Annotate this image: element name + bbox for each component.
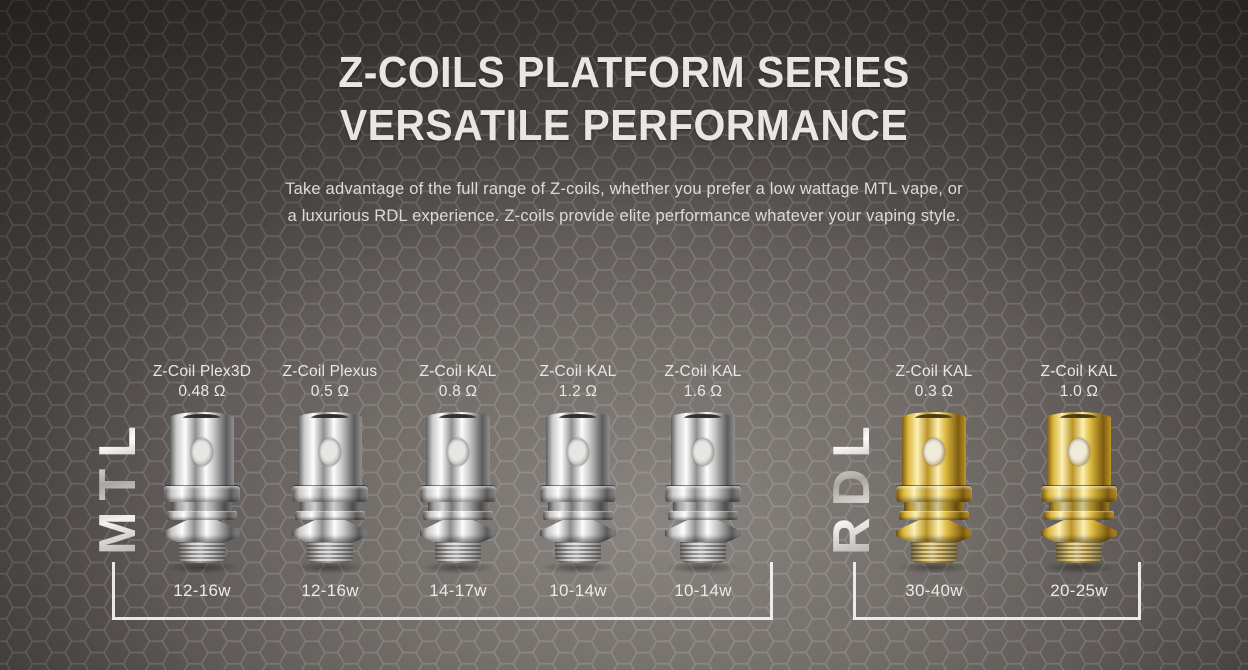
wattage-label: 12-16w <box>173 581 231 600</box>
coil-image-gold <box>894 412 974 574</box>
coil-collar-ring <box>164 486 240 502</box>
rdl-wattage-bracket <box>853 562 1141 620</box>
coil-resistance: 0.5 Ω <box>310 383 350 400</box>
coil-step <box>172 502 232 511</box>
coil-ring <box>899 511 969 520</box>
coil-airflow-hole <box>923 438 945 466</box>
coil-step <box>300 502 360 511</box>
coil-name: Z-Coil KAL <box>895 363 973 380</box>
coil-column: Z-Coil KAL 0.3 Ω <box>864 362 1004 574</box>
coil-skirt <box>164 520 240 542</box>
coil-step <box>428 502 488 511</box>
wattage-label: 10-14w <box>549 581 607 600</box>
coil-ring <box>295 511 365 520</box>
coil-resistance: 0.8 Ω <box>438 383 478 400</box>
coil-shadow <box>541 561 615 574</box>
coil-threaded-base <box>911 542 957 563</box>
coil-image-silver <box>663 412 743 574</box>
coil-collar-ring <box>420 486 496 502</box>
coil-column: Z-Coil KAL 1.2 Ω <box>508 362 648 574</box>
coil-threaded-base <box>1056 542 1102 563</box>
coil-threaded-base <box>179 542 225 563</box>
coil-collar-ring <box>896 486 972 502</box>
wattage-label: 30-40w <box>905 581 963 600</box>
coil-resistance: 1.6 Ω <box>683 383 723 400</box>
coil-shadow <box>666 561 740 574</box>
coil-column: Z-Coil Plexus 0.5 Ω <box>260 362 400 574</box>
coil-image-gold <box>1039 412 1119 574</box>
coil-skirt <box>665 520 741 542</box>
coil-image-silver <box>290 412 370 574</box>
coil-airflow-hole <box>692 438 714 466</box>
coil-step <box>548 502 608 511</box>
coil-shadow <box>293 561 367 574</box>
coil-collar-ring <box>665 486 741 502</box>
coil-resistance: 1.2 Ω <box>558 383 598 400</box>
coil-ring <box>167 511 237 520</box>
coil-collar-ring <box>1041 486 1117 502</box>
coil-image-silver <box>162 412 242 574</box>
coil-threaded-base <box>307 542 353 563</box>
coil-ring <box>423 511 493 520</box>
page-title-line1: Z-COILS PLATFORM SERIES <box>338 48 910 97</box>
coil-shadow <box>897 561 971 574</box>
coil-name: Z-Coil Plexus <box>282 363 378 380</box>
coil-column: Z-Coil Plex3D 0.48 Ω <box>132 362 272 574</box>
page-title: Z-COILS PLATFORM SERIES VERSATILE PERFOR… <box>44 46 1205 152</box>
coil-ring <box>668 511 738 520</box>
coil-airflow-hole <box>319 438 341 466</box>
coil-collar-ring <box>540 486 616 502</box>
coil-skirt <box>420 520 496 542</box>
coil-column: Z-Coil KAL 1.6 Ω <box>633 362 773 574</box>
coil-name: Z-Coil Plex3D <box>152 363 252 380</box>
coil-airflow-hole <box>447 438 469 466</box>
coil-threaded-base <box>435 542 481 563</box>
coil-resistance: 1.0 Ω <box>1059 383 1099 400</box>
coil-step <box>673 502 733 511</box>
wattage-label: 12-16w <box>301 581 359 600</box>
coil-threaded-base <box>680 542 726 563</box>
wattage-label: 10-14w <box>674 581 732 600</box>
coil-resistance: 0.3 Ω <box>914 383 954 400</box>
page-title-line2: VERSATILE PERFORMANCE <box>339 101 909 150</box>
coil-name: Z-Coil KAL <box>664 363 742 380</box>
coil-step <box>904 502 964 511</box>
coil-airflow-hole <box>1068 438 1090 466</box>
coil-ring <box>1044 511 1114 520</box>
coil-shadow <box>421 561 495 574</box>
coil-ring <box>543 511 613 520</box>
wattage-label: 14-17w <box>429 581 487 600</box>
coil-skirt <box>1041 520 1117 542</box>
coil-skirt <box>540 520 616 542</box>
coil-column: Z-Coil KAL 0.8 Ω <box>388 362 528 574</box>
coil-column: Z-Coil KAL 1.0 Ω <box>1009 362 1149 574</box>
coil-threaded-base <box>555 542 601 563</box>
coil-name: Z-Coil KAL <box>1040 363 1118 380</box>
coil-shadow <box>1042 561 1116 574</box>
mtl-wattage-bracket <box>112 562 773 620</box>
coil-airflow-hole <box>191 438 213 466</box>
coil-step <box>1049 502 1109 511</box>
coil-airflow-hole <box>567 438 589 466</box>
wattage-label: 20-25w <box>1050 581 1108 600</box>
coil-shadow <box>165 561 239 574</box>
coil-skirt <box>292 520 368 542</box>
coil-image-silver <box>418 412 498 574</box>
coil-name: Z-Coil KAL <box>419 363 497 380</box>
coil-collar-ring <box>292 486 368 502</box>
coil-resistance: 0.48 Ω <box>178 383 226 400</box>
coil-name: Z-Coil KAL <box>539 363 617 380</box>
coil-image-silver <box>538 412 618 574</box>
coil-skirt <box>896 520 972 542</box>
page-description: Take advantage of the full range of Z-co… <box>285 180 963 225</box>
